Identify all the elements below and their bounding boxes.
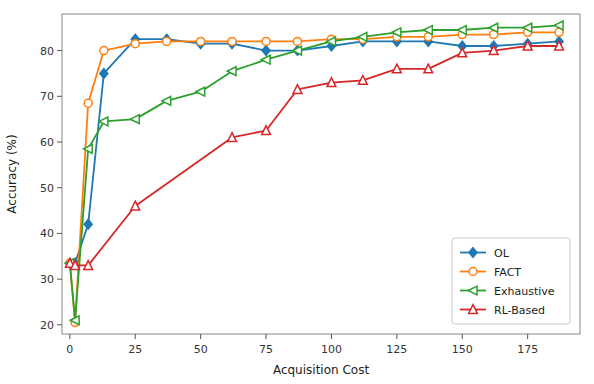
point bbox=[261, 55, 270, 64]
x-tick bbox=[331, 334, 332, 339]
y-tick bbox=[57, 96, 62, 97]
point bbox=[489, 23, 498, 32]
point bbox=[100, 69, 108, 79]
point bbox=[555, 41, 564, 50]
series-line bbox=[70, 39, 559, 263]
point bbox=[327, 78, 336, 87]
point bbox=[358, 75, 367, 84]
point bbox=[358, 32, 367, 41]
point bbox=[523, 41, 532, 50]
x-tick-label: 150 bbox=[452, 343, 473, 356]
legend-marker bbox=[469, 248, 477, 258]
point bbox=[262, 126, 271, 135]
point bbox=[392, 28, 401, 37]
y-tick-label: 30 bbox=[40, 273, 54, 286]
legend-marker bbox=[468, 286, 477, 295]
point bbox=[392, 64, 401, 73]
point bbox=[424, 64, 433, 73]
y-tick bbox=[57, 233, 62, 234]
point bbox=[227, 67, 236, 76]
point bbox=[489, 46, 498, 55]
x-tick bbox=[396, 334, 397, 339]
point bbox=[293, 46, 301, 56]
point bbox=[554, 21, 563, 30]
y-tick-label: 80 bbox=[40, 45, 54, 58]
legend-marker bbox=[469, 305, 478, 314]
x-tick bbox=[135, 334, 136, 339]
legend-label: FACT bbox=[494, 266, 521, 279]
point bbox=[84, 99, 92, 107]
point bbox=[83, 144, 92, 153]
plot-frame bbox=[62, 14, 580, 334]
point bbox=[228, 37, 236, 45]
x-tick-label: 175 bbox=[517, 343, 538, 356]
point bbox=[262, 37, 270, 45]
y-tick bbox=[57, 142, 62, 143]
point bbox=[84, 219, 92, 229]
point bbox=[131, 40, 139, 48]
point bbox=[197, 37, 205, 45]
x-axis-label: Acquisition Cost bbox=[273, 363, 370, 377]
y-axis-label: Accuracy (%) bbox=[5, 134, 19, 213]
y-tick-label: 60 bbox=[40, 136, 54, 149]
point bbox=[262, 46, 270, 56]
x-tick-label: 25 bbox=[128, 343, 142, 356]
x-tick bbox=[527, 334, 528, 339]
legend-box bbox=[452, 238, 570, 324]
point bbox=[99, 117, 108, 126]
x-tick bbox=[266, 334, 267, 339]
x-tick-label: 0 bbox=[66, 343, 73, 356]
point bbox=[130, 115, 139, 124]
x-tick-label: 125 bbox=[386, 343, 407, 356]
point bbox=[523, 23, 532, 32]
point bbox=[423, 26, 432, 35]
x-tick bbox=[69, 334, 70, 339]
point bbox=[228, 133, 237, 142]
legend: OL FACT Exhaustive RL-Based bbox=[452, 238, 570, 324]
legend-label: RL-Based bbox=[494, 304, 545, 317]
chart: 0 25 50 75 100 125 150 175 20 30 40 50 60 70 80 Acquisi… bbox=[0, 0, 594, 384]
y-tick-label: 50 bbox=[40, 182, 54, 195]
point bbox=[293, 46, 302, 55]
x-tick-label: 50 bbox=[194, 343, 208, 356]
point bbox=[457, 26, 466, 35]
series-line bbox=[70, 46, 559, 265]
point bbox=[293, 85, 302, 94]
y-tick-label: 70 bbox=[40, 90, 54, 103]
point bbox=[84, 261, 93, 270]
point bbox=[70, 316, 79, 325]
point bbox=[327, 37, 336, 46]
y-tick bbox=[57, 279, 62, 280]
x-tick bbox=[200, 334, 201, 339]
x-tick bbox=[462, 334, 463, 339]
point bbox=[163, 37, 171, 45]
point bbox=[100, 47, 108, 55]
point bbox=[71, 261, 80, 270]
legend-marker bbox=[469, 268, 477, 276]
point bbox=[458, 48, 467, 57]
y-tick bbox=[57, 50, 62, 51]
point bbox=[162, 96, 171, 105]
x-tick-label: 100 bbox=[321, 343, 342, 356]
point bbox=[196, 87, 205, 96]
point bbox=[293, 37, 301, 45]
y-tick bbox=[57, 187, 62, 188]
y-tick-label: 20 bbox=[40, 319, 54, 332]
point bbox=[131, 201, 140, 210]
y-tick bbox=[57, 324, 62, 325]
x-tick-label: 75 bbox=[259, 343, 273, 356]
y-tick-label: 40 bbox=[40, 227, 54, 240]
legend-label: Exhaustive bbox=[494, 285, 555, 298]
legend-label: OL bbox=[494, 247, 510, 260]
